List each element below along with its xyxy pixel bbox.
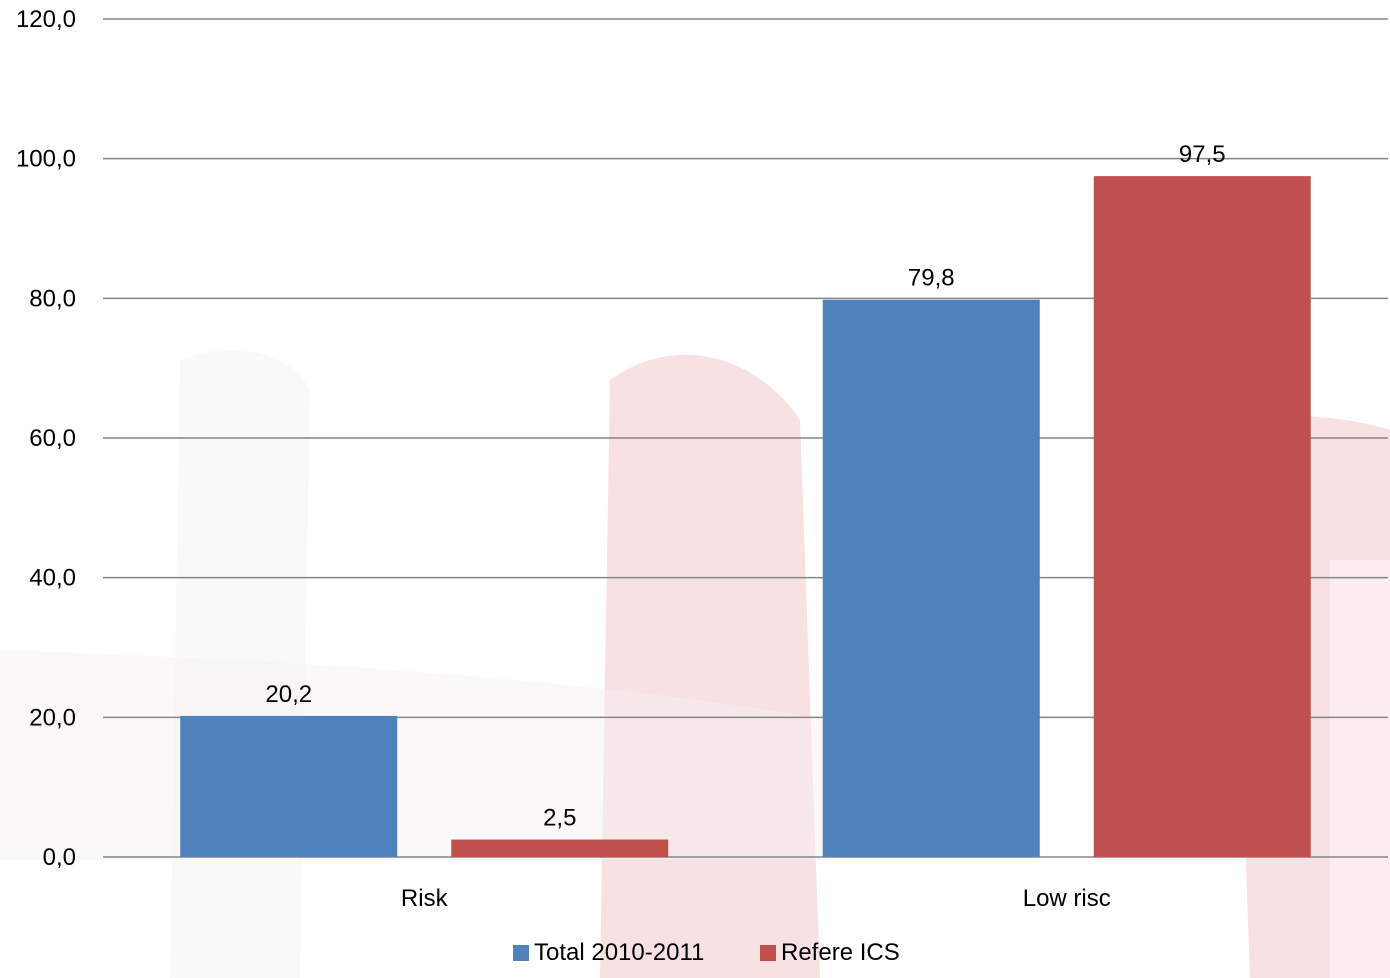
y-tick-label: 0,0 bbox=[43, 844, 76, 871]
legend-label: Refere ICS bbox=[781, 939, 900, 966]
data-label: 97,5 bbox=[1179, 141, 1226, 168]
bar bbox=[822, 299, 1040, 858]
data-label: 20,2 bbox=[265, 681, 312, 708]
y-tick-label: 120,0 bbox=[16, 6, 76, 33]
x-category-label: Low risc bbox=[1023, 885, 1111, 912]
legend-swatch bbox=[513, 945, 529, 961]
labels-layer: 20,2 2,5 Risk 79,8 97,5 Low risc bbox=[265, 141, 1225, 912]
y-tick-label: 40,0 bbox=[29, 565, 76, 592]
legend-label: Total 2010-2011 bbox=[534, 939, 704, 966]
y-tick-label: 80,0 bbox=[29, 285, 76, 312]
y-tick-label: 100,0 bbox=[16, 146, 76, 173]
bar bbox=[1093, 176, 1311, 857]
data-label: 79,8 bbox=[908, 265, 955, 292]
x-category-label: Risk bbox=[401, 885, 449, 912]
y-tick-label: 60,0 bbox=[29, 425, 76, 452]
data-label: 2,5 bbox=[543, 805, 576, 832]
bars-layer bbox=[180, 176, 1311, 858]
bar bbox=[180, 715, 398, 857]
legend-swatch bbox=[760, 945, 776, 961]
y-tick-label: 20,0 bbox=[29, 704, 76, 731]
bar bbox=[451, 839, 669, 857]
legend: Total 2010-2011 Refere ICS bbox=[513, 939, 900, 966]
